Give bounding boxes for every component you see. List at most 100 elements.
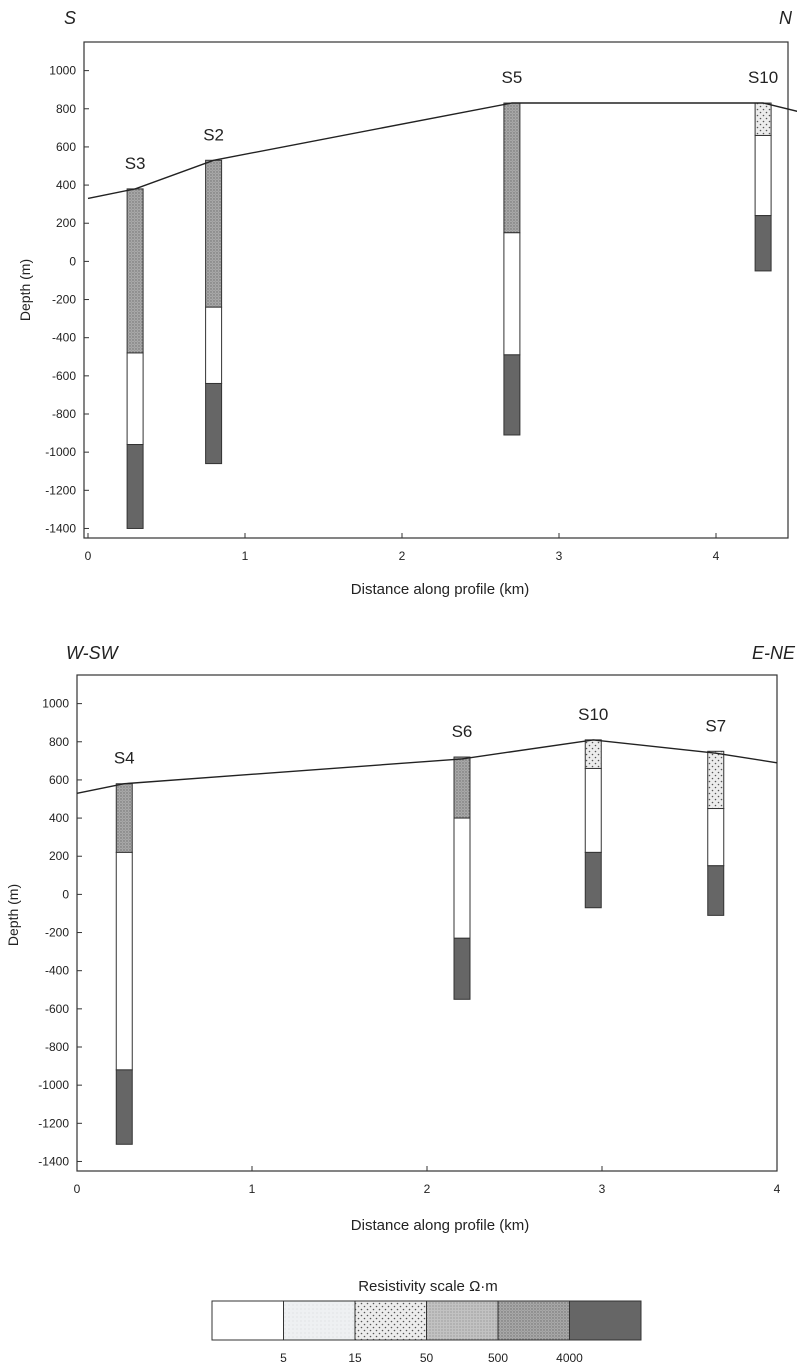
x-tick-label: 4 [774,1182,781,1196]
sounding-s7: S7 [705,716,726,916]
y-tick-label: -600 [45,1002,69,1016]
x-tick-label: 3 [599,1182,606,1196]
sounding-layer [754,102,772,136]
legend-swatch [354,1300,427,1341]
x-tick-label: 2 [399,549,406,563]
sounding-label: S2 [203,125,224,144]
sounding-layer [453,756,471,819]
sounding-layer [754,215,772,272]
legend-title: Resistivity scale Ω·m [358,1278,498,1295]
plot-frame [83,41,789,539]
profile-panel-s-n: S N 1000 800 600 400 200 0 -200 -400 -600 -800 -10… [17,8,797,598]
sounding-layer [584,851,602,909]
x-tick-label: 0 [74,1182,81,1196]
x-tick-label: 1 [242,549,249,563]
legend-boundary-label: 15 [348,1351,362,1365]
sounding-label: S4 [114,749,135,768]
x-tick-label: 1 [249,1182,256,1196]
y-tick-label: -200 [45,926,69,940]
sounding-layer [205,159,223,308]
y-axis-label: Depth (m) [5,884,21,946]
x-axis-label: Distance along profile (km) [351,1217,529,1234]
y-tick-label: 1000 [42,697,69,711]
sounding-label: S5 [502,68,523,87]
sounding-layer [126,444,144,529]
sounding-s10: S10 [578,705,608,909]
y-tick-label: 800 [56,102,76,116]
legend-boundary-label: 5 [280,1351,287,1365]
y-tick-label: -800 [45,1040,69,1054]
direction-left-label: W-SW [66,643,120,663]
legend-swatch [497,1300,570,1341]
sounding-s6: S6 [452,722,473,1000]
direction-right-label: N [779,8,793,28]
y-tick-label: -1400 [38,1154,69,1168]
sounding-s5: S5 [502,68,523,436]
sounding-layer [503,354,521,436]
sounding-layer [707,865,725,916]
y-tick-label: 400 [49,811,69,825]
sounding-label: S3 [125,154,146,173]
x-tick-label: 3 [556,549,563,563]
y-tick-label: 200 [49,849,69,863]
y-tick-label: -1400 [45,521,76,535]
y-tick-label: 200 [56,216,76,230]
x-tick-label: 0 [85,549,92,563]
sounding-layer [115,783,133,853]
direction-right-label: E-NE [752,643,796,663]
sounding-label: S7 [705,716,726,735]
legend-swatch [211,1300,284,1341]
sounding-layer [453,937,471,1000]
legend-swatch [569,1300,642,1341]
sounding-layer [126,188,144,354]
y-tick-label: 400 [56,178,76,192]
x-tick-label: 2 [424,1182,431,1196]
legend-boundary-label: 50 [420,1351,434,1365]
y-tick-label: 0 [62,887,69,901]
sounding-layer [584,767,602,853]
y-tick-label: 0 [69,254,76,268]
sounding-s4: S4 [114,749,135,1145]
y-tick-label: -600 [52,369,76,383]
profile-panel-wsw-ene: W-SW E-NE 1000 800 600 400 200 0 -200 -400 -600 -… [5,643,796,1234]
legend-boundary-label: 4000 [556,1351,583,1365]
y-tick-label: -400 [45,964,69,978]
sounding-layer [205,306,223,384]
y-tick-label: 1000 [49,64,76,78]
sounding-layer [205,382,223,465]
sounding-layer [707,750,725,810]
resistivity-legend: Resistivity scale Ω·m 5 15 50 500 4000 [211,1278,642,1365]
y-tick-label: -1000 [38,1078,69,1092]
y-tick-label: -1200 [38,1116,69,1130]
x-axis-label: Distance along profile (km) [351,581,529,598]
sounding-label: S10 [748,68,778,87]
sounding-s10: S10 [748,68,778,272]
legend-swatch [283,1300,356,1341]
y-tick-label: -200 [52,293,76,307]
y-tick-label: -400 [52,331,76,345]
sounding-layer [754,134,772,217]
y-tick-label: 600 [49,773,69,787]
legend-boundary-label: 500 [488,1351,508,1365]
y-tick-label: 800 [49,735,69,749]
y-axis-label: Depth (m) [17,259,33,321]
sounding-s3: S3 [125,154,146,529]
sounding-layer [503,102,521,234]
sounding-layer [126,352,144,446]
sounding-label: S10 [578,705,608,724]
direction-left-label: S [64,8,76,28]
y-tick-label: -1000 [45,445,76,459]
y-tick-label: -1200 [45,483,76,497]
topography-line [87,102,797,200]
x-tick-label: 4 [713,549,720,563]
topography-line [76,739,778,794]
sounding-layer [115,1069,133,1145]
y-tick-label: 600 [56,140,76,154]
sounding-layer [503,232,521,356]
legend-swatch [426,1300,499,1341]
sounding-layer [453,817,471,939]
sounding-label: S6 [452,722,473,741]
sounding-layer [115,851,133,1071]
sounding-layer [584,739,602,769]
